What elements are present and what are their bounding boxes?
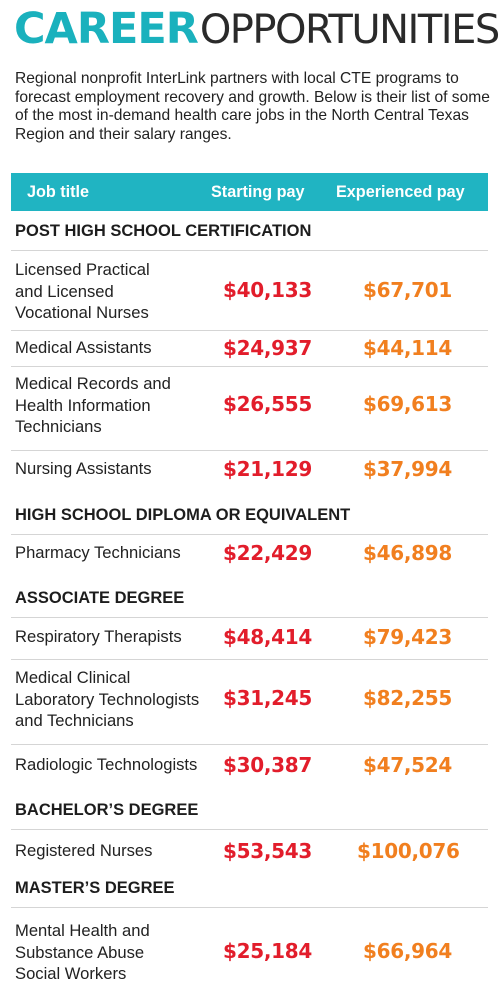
job-title: Pharmacy Technicians: [15, 543, 181, 562]
header-job-title: Job title: [27, 183, 90, 201]
header-starting-pay: Starting pay: [211, 183, 305, 201]
job-title: Licensed Practical and Licensed Vocational…: [15, 260, 150, 323]
row-divider: [11, 450, 488, 451]
experienced-pay: $69,613: [363, 392, 452, 416]
job-title: Medical Clinical Laboratory Technologists…: [15, 668, 200, 731]
row-divider: [11, 907, 488, 908]
experienced-pay: $82,255: [363, 686, 452, 710]
table-row: Licensed Practical and Licensed Vocational…: [11, 259, 488, 329]
experienced-pay: $79,423: [363, 625, 452, 649]
table-row: Mental Health and Substance Abuse Social W…: [11, 920, 488, 990]
section-heading: HIGH SCHOOL DIPLOMA OR EQUIVALENT: [15, 506, 351, 524]
row-divider: [11, 617, 488, 618]
table-row: Pharmacy Technicians $22,429 $46,898: [11, 541, 488, 566]
job-title: Registered Nurses: [15, 841, 153, 860]
row-divider: [11, 534, 488, 535]
intro-paragraph: Regional nonprofit InterLink partners wi…: [15, 70, 490, 143]
table-row: Medical Assistants $24,937 $44,114: [11, 336, 488, 363]
experienced-pay: $100,076: [357, 839, 460, 863]
job-title: Mental Health and Substance Abuse Social W…: [15, 921, 150, 984]
job-title: Medical Assistants: [15, 338, 152, 357]
row-divider: [11, 744, 488, 745]
starting-pay: $31,245: [223, 686, 312, 710]
row-divider: [11, 250, 488, 251]
experienced-pay: $47,524: [363, 753, 452, 777]
experienced-pay: $46,898: [363, 541, 452, 565]
job-title: Respiratory Therapists: [15, 627, 182, 646]
table-row: Radiologic Technologists $30,387 $47,524: [11, 753, 488, 778]
experienced-pay: $37,994: [363, 457, 452, 481]
table-row: Medical Clinical Laboratory Technologists…: [11, 667, 488, 737]
starting-pay: $22,429: [223, 541, 312, 565]
section-heading: BACHELOR’S DEGREE: [15, 801, 199, 819]
section-heading: MASTER’S DEGREE: [15, 879, 175, 897]
table-row: Respiratory Therapists $48,414 $79,423: [11, 625, 488, 650]
section-heading: POST HIGH SCHOOL CERTIFICATION: [15, 222, 312, 240]
job-title: Medical Records and Health Information Tec…: [15, 374, 171, 437]
row-divider: [11, 829, 488, 830]
page-title: CAREEROPPORTUNITIES: [14, 7, 500, 53]
table-row: Registered Nurses $53,543 $100,076: [11, 839, 488, 864]
title-career: CAREER: [14, 4, 199, 54]
section-heading: ASSOCIATE DEGREE: [15, 589, 185, 607]
row-divider: [11, 659, 488, 660]
table-row: Medical Records and Health Information Tec…: [11, 373, 488, 443]
starting-pay: $48,414: [223, 625, 312, 649]
experienced-pay: $66,964: [363, 939, 452, 963]
table-header: Job title Starting pay Experienced pay: [11, 173, 488, 211]
row-divider: [11, 330, 488, 331]
header-experienced-pay: Experienced pay: [336, 183, 465, 201]
starting-pay: $25,184: [223, 939, 312, 963]
starting-pay: $21,129: [223, 457, 312, 481]
experienced-pay: $67,701: [363, 278, 452, 302]
starting-pay: $30,387: [223, 753, 312, 777]
starting-pay: $53,543: [223, 839, 312, 863]
job-title: Nursing Assistants: [15, 459, 152, 478]
table-row: Nursing Assistants $21,129 $37,994: [11, 457, 488, 482]
starting-pay: $24,937: [223, 336, 312, 360]
row-divider: [11, 366, 488, 367]
job-title: Radiologic Technologists: [15, 755, 198, 774]
title-opportunities: OPPORTUNITIES: [199, 7, 500, 53]
starting-pay: $26,555: [223, 392, 312, 416]
experienced-pay: $44,114: [363, 336, 452, 360]
starting-pay: $40,133: [223, 278, 312, 302]
